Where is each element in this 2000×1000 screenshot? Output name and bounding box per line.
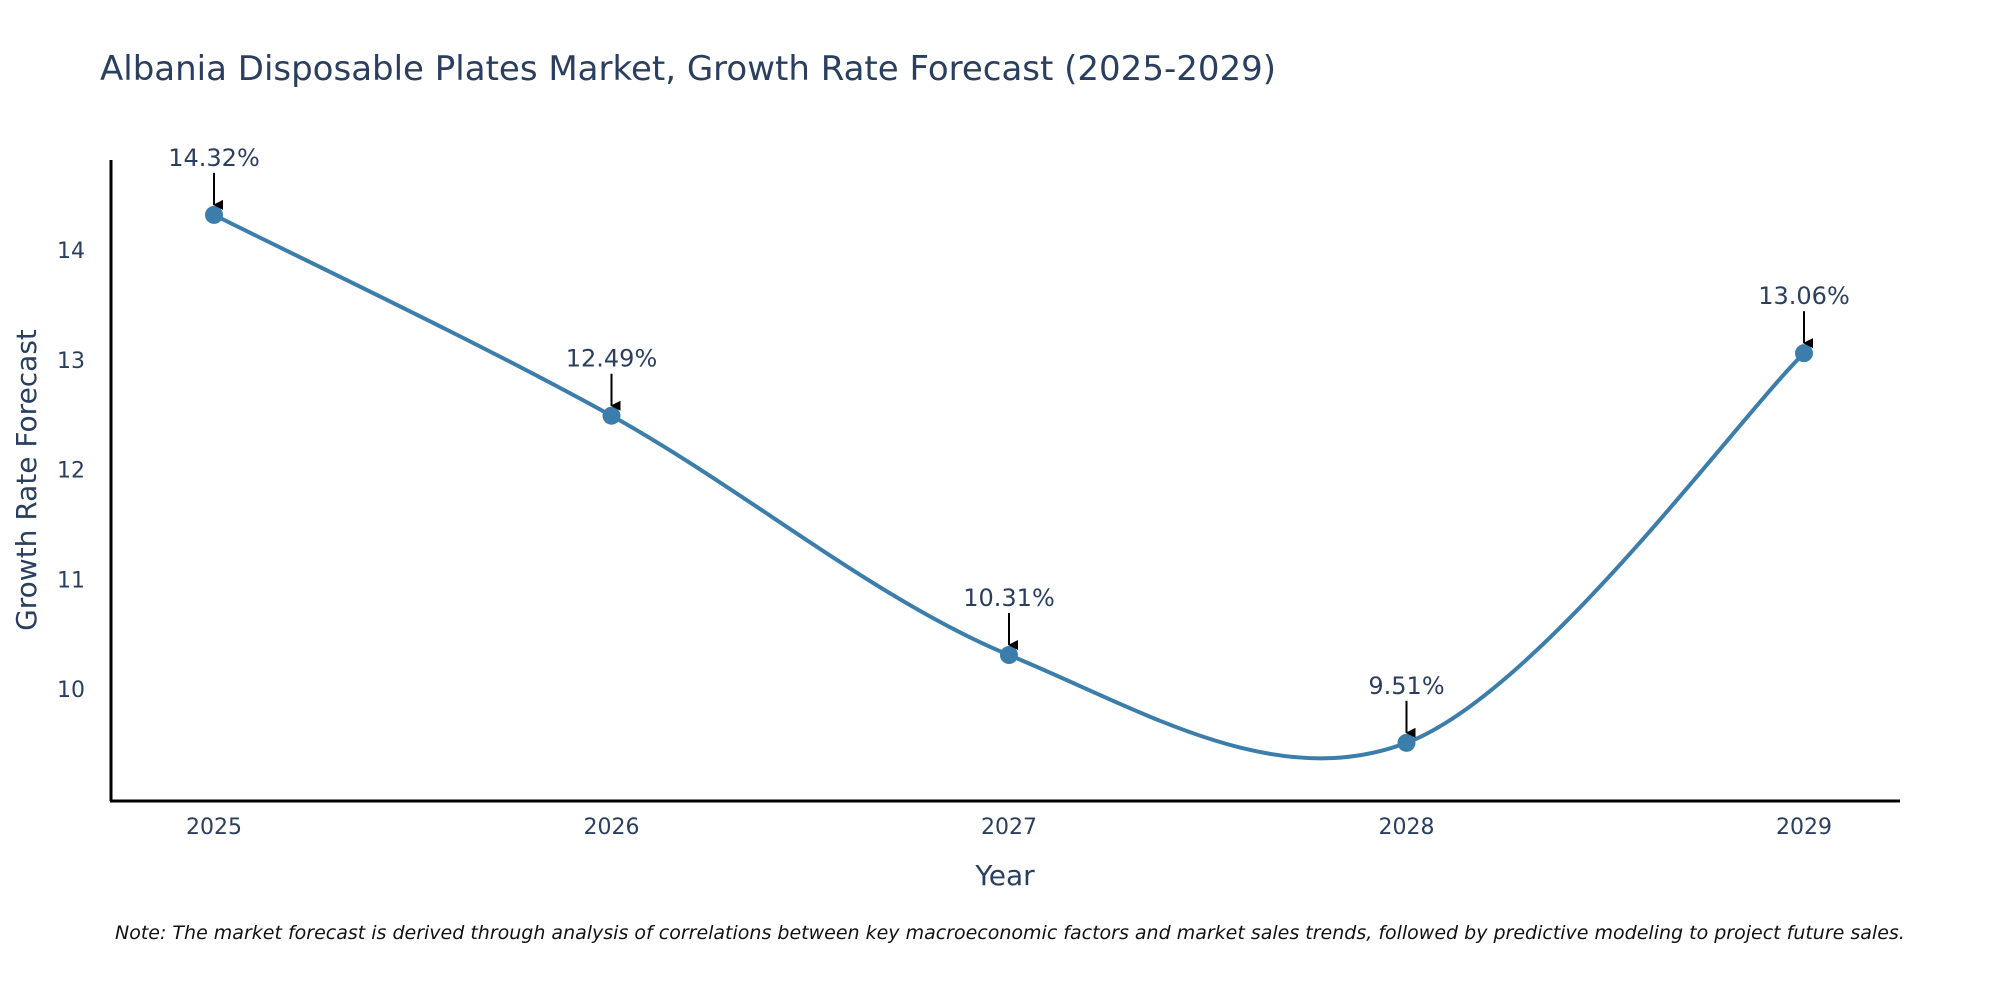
data-label: 10.31% — [963, 584, 1055, 612]
data-label: 13.06% — [1758, 282, 1850, 310]
x-axis-title: Year — [974, 859, 1035, 892]
y-tick-label: 11 — [57, 568, 85, 593]
x-tick-label: 2029 — [1776, 815, 1832, 840]
series-line — [213, 213, 1806, 761]
data-label: 14.32% — [168, 144, 260, 172]
x-tick-label: 2026 — [584, 815, 640, 840]
y-axis-title: Growth Rate Forecast — [10, 329, 43, 631]
footnote: Note: The market forecast is derived thr… — [115, 922, 1905, 944]
data-label: 9.51% — [1368, 672, 1444, 700]
x-tick-label: 2028 — [1379, 815, 1435, 840]
y-tick-label: 14 — [57, 239, 85, 264]
x-tick-label: 2027 — [981, 815, 1037, 840]
y-tick-label: 12 — [57, 459, 85, 484]
data-point — [1397, 733, 1416, 752]
y-tick-label: 10 — [57, 678, 85, 703]
x-tick-label: 2025 — [186, 815, 242, 840]
data-point — [602, 406, 621, 425]
y-tick-label: 13 — [57, 349, 85, 374]
data-point — [1795, 344, 1813, 363]
y-axis-ticks: 10 11 12 13 14 — [57, 239, 85, 703]
data-label: 12.49% — [566, 345, 658, 373]
chart-title: Albania Disposable Plates Market, Growth… — [100, 49, 1276, 89]
x-axis-ticks: 2025 2026 2027 2028 2029 — [186, 815, 1832, 840]
plot-area: 14.32% 12.49% 10.31% 9.51% 13.06% — [168, 144, 1850, 761]
data-point — [205, 205, 223, 224]
data-point — [1000, 646, 1018, 665]
